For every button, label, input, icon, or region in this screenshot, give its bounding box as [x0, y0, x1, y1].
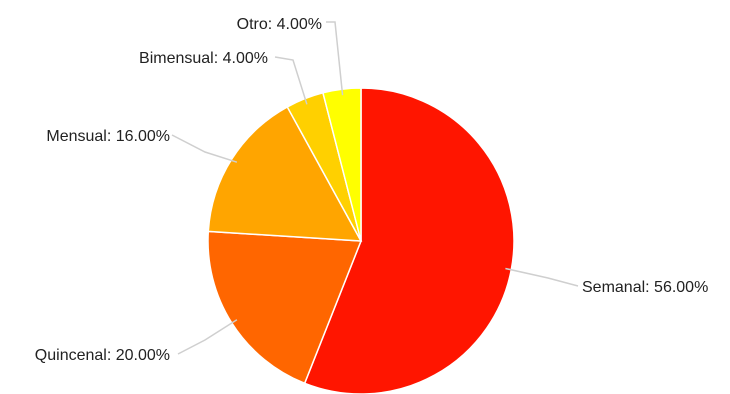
pie-slices	[207, 87, 515, 394]
slice-label-semanal: Semanal: 56.00%	[582, 279, 708, 296]
slice-label-bimensual: Bimensual: 4.00%	[139, 50, 268, 67]
slice-label-mensual: Mensual: 16.00%	[46, 128, 170, 145]
slice-labels: Semanal: 56.00% Quincenal: 20.00% Mensua…	[35, 16, 709, 364]
leader-lines	[171, 21, 579, 355]
leader-line-quincenal	[177, 319, 238, 355]
slice-label-quincenal: Quincenal: 20.00%	[35, 347, 170, 364]
leader-line-otro	[326, 21, 344, 96]
pie-slice-mensual	[207, 105, 363, 242]
slice-label-otro: Otro: 4.00%	[237, 16, 322, 33]
leader-line-mensual	[171, 134, 238, 163]
leader-line-bimensual	[274, 56, 308, 105]
leader-line-semanal	[505, 267, 579, 287]
